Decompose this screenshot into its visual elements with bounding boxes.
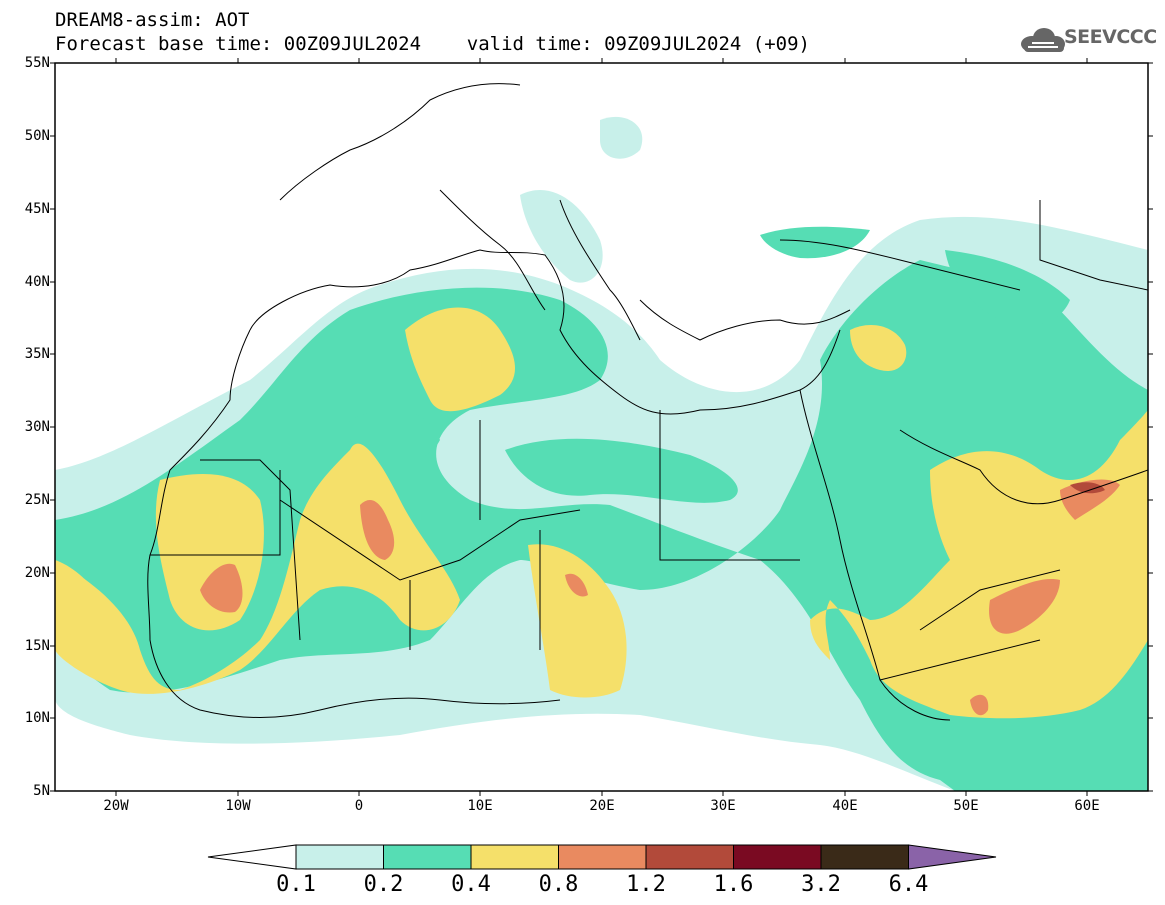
colorbar-low-arrow: [207, 844, 297, 870]
lat-label: 10N: [24, 710, 50, 726]
logo-text: SEEVCCC: [1064, 26, 1157, 48]
colorbar-label: 0.8: [538, 872, 579, 897]
colorbar-bin-0.1: [295, 844, 384, 870]
map-title: DREAM8-assim: AOT: [55, 9, 250, 31]
lon-label: 60E: [1074, 798, 1100, 814]
colorbar-bin-3.2: [820, 844, 909, 870]
aot-layer-1.2: [1070, 482, 1105, 494]
lat-label: 50N: [24, 128, 50, 144]
axis-ticks: [50, 58, 1153, 796]
forecast-times: Forecast base time: 00Z09JUL2024 valid t…: [55, 33, 810, 55]
lon-label: 0: [354, 798, 364, 814]
colorbar-label: 1.2: [626, 872, 666, 897]
lon-label: 50E: [953, 798, 979, 814]
colorbar: [207, 844, 997, 870]
lat-label: 45N: [24, 201, 50, 217]
colorbar-bin-1.6: [733, 844, 822, 870]
lat-label: 35N: [24, 346, 50, 362]
cloud-logo-icon: [1021, 28, 1065, 52]
lat-label: 25N: [24, 492, 50, 508]
aot-layer-0.8: [200, 479, 1120, 716]
colorbar-bin-0.2: [383, 844, 472, 870]
colorbar-label: 0.1: [276, 872, 316, 897]
colorbar-bin-0.4: [470, 844, 559, 870]
lon-label: 10W: [225, 798, 251, 814]
lon-label: 10E: [467, 798, 493, 814]
lat-label: 55N: [24, 55, 50, 71]
colorbar-bin-1.2: [645, 844, 734, 870]
colorbar-bin-0.8: [558, 844, 647, 870]
lat-label: 20N: [24, 565, 50, 581]
lat-label: 15N: [24, 638, 50, 654]
colorbar-label: 1.6: [713, 872, 754, 897]
lon-label: 20W: [103, 798, 129, 814]
lat-label: 5N: [33, 783, 50, 799]
lon-label: 40E: [832, 798, 858, 814]
colorbar-label: 0.2: [363, 872, 404, 897]
colorbar-high-arrow: [908, 844, 997, 870]
lon-label: 20E: [589, 798, 615, 814]
aot-fields: [55, 63, 1148, 791]
colorbar-label: 3.2: [801, 872, 841, 897]
colorbar-label: 0.4: [451, 872, 491, 897]
lat-label: 30N: [24, 419, 50, 435]
colorbar-label: 6.4: [888, 872, 929, 897]
lon-label: 30E: [710, 798, 736, 814]
boundaries: [147, 83, 1148, 721]
lat-label: 40N: [24, 274, 50, 290]
